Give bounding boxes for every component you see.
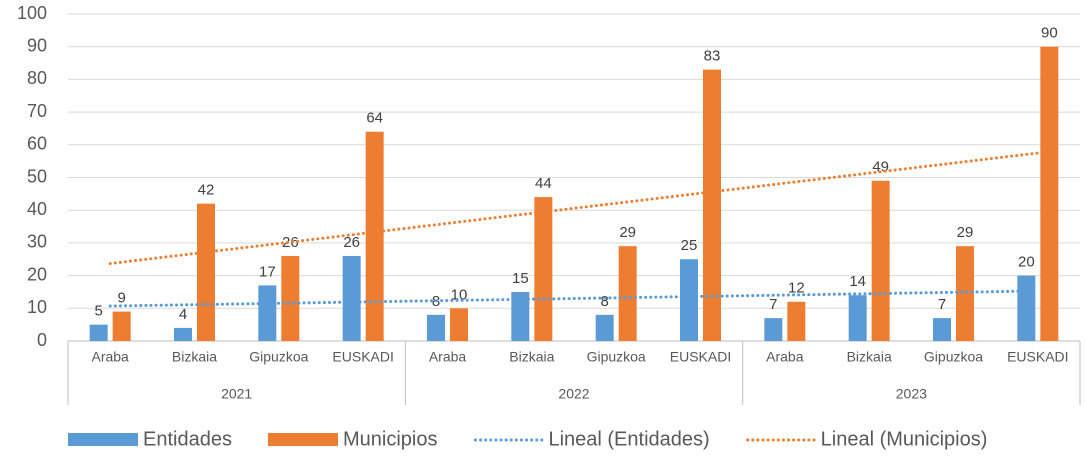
bar <box>89 324 108 341</box>
trendline <box>108 151 1040 266</box>
bar <box>112 311 131 341</box>
bar <box>197 203 215 341</box>
x-tick-label: Bizkaia <box>509 349 554 365</box>
data-label: 26 <box>282 234 299 251</box>
x-tick-label: Bizkaia <box>172 349 217 365</box>
y-tick-label: 10 <box>27 297 47 317</box>
x-tick-label: Bizkaia <box>847 349 892 365</box>
bar <box>871 180 890 341</box>
data-label: 42 <box>198 182 215 199</box>
x-tick-label: EUSKADI <box>332 349 393 365</box>
bar <box>956 246 974 341</box>
data-label: 15 <box>512 270 529 287</box>
y-tick-label: 70 <box>27 101 47 121</box>
data-label: 5 <box>94 303 102 320</box>
legend-swatch <box>267 433 338 446</box>
legend-swatch <box>68 433 138 446</box>
x-tick-label: Araba <box>429 349 467 365</box>
trendline <box>108 289 1040 308</box>
data-label: 9 <box>117 290 125 307</box>
bar <box>848 295 867 341</box>
data-label: 14 <box>849 273 866 290</box>
y-tick-label: 40 <box>27 199 47 219</box>
bar <box>680 259 698 341</box>
x-tick-label: Gipuzkoa <box>249 349 308 365</box>
bar <box>1040 46 1059 341</box>
data-label: 64 <box>366 110 383 127</box>
bar <box>258 285 277 341</box>
bar <box>450 308 468 341</box>
legend-label: Lineal (Entidades) <box>548 428 709 450</box>
legend-label: Entidades <box>143 428 232 450</box>
data-label: 7 <box>769 296 777 313</box>
y-tick-label: 90 <box>27 35 47 55</box>
bar <box>764 318 783 341</box>
y-tick-label: 50 <box>27 166 47 186</box>
data-label: 29 <box>619 224 636 241</box>
x-tick-label: Gipuzkoa <box>924 349 983 365</box>
y-tick-label: 0 <box>37 330 47 350</box>
x-tick-label: Araba <box>766 349 804 365</box>
y-tick-label: 60 <box>27 134 47 154</box>
x-tick-label: Araba <box>91 349 129 365</box>
y-tick-label: 30 <box>27 232 47 252</box>
data-label: 25 <box>681 237 698 254</box>
bar <box>281 255 300 341</box>
data-label: 26 <box>343 234 360 251</box>
data-label: 17 <box>259 263 276 280</box>
bar <box>427 314 445 341</box>
data-label: 20 <box>1018 254 1035 271</box>
bar <box>595 314 614 341</box>
legend-label: Lineal (Municipios) <box>821 428 988 450</box>
bar <box>618 246 637 341</box>
data-label: 7 <box>938 296 946 313</box>
data-label: 8 <box>600 293 608 310</box>
y-tick-label: 100 <box>17 3 47 23</box>
data-label: 29 <box>957 224 974 241</box>
bar <box>511 291 530 341</box>
y-tick-label: 20 <box>27 264 47 284</box>
bar <box>703 69 721 341</box>
bar <box>365 131 384 341</box>
bar <box>534 197 553 341</box>
y-tick-label: 80 <box>27 68 47 88</box>
data-label: 10 <box>451 286 468 303</box>
data-label: 90 <box>1041 25 1058 42</box>
bar <box>1017 275 1036 341</box>
data-label: 44 <box>535 175 552 192</box>
bar <box>787 301 806 341</box>
data-label: 12 <box>788 280 805 297</box>
x-tick-label: EUSKADI <box>670 349 731 365</box>
bar <box>342 255 361 341</box>
bar <box>174 327 192 341</box>
group-label: 2022 <box>558 386 589 402</box>
x-tick-label: EUSKADI <box>1007 349 1068 365</box>
group-label: 2021 <box>221 386 252 402</box>
legend-label: Municipios <box>343 428 437 450</box>
data-label: 83 <box>704 48 721 65</box>
x-tick-label: Gipuzkoa <box>587 349 646 365</box>
group-label: 2023 <box>896 386 927 402</box>
bar <box>933 318 951 341</box>
data-label: 4 <box>179 306 187 323</box>
